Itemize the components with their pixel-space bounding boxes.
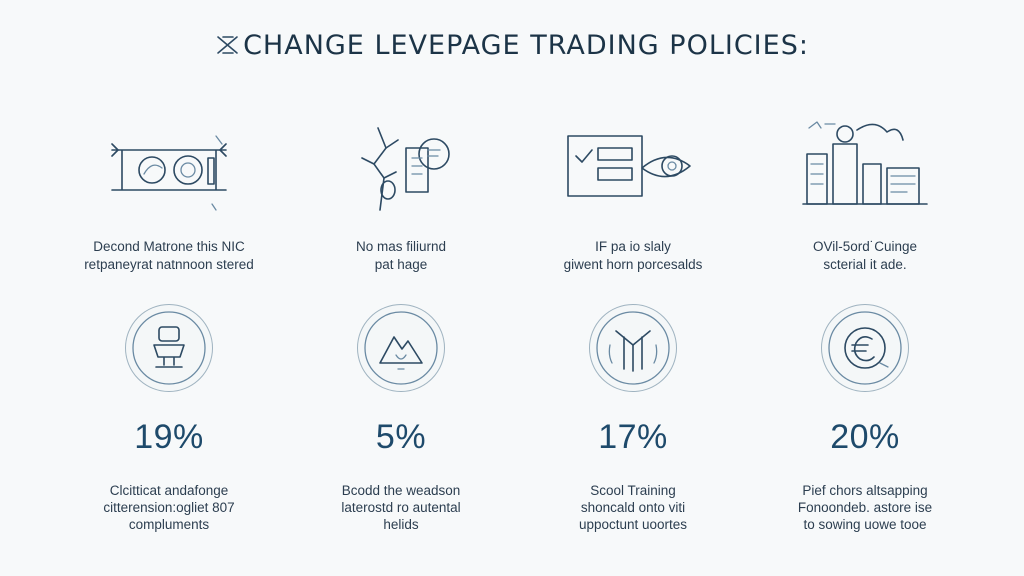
monogram-icon <box>596 311 670 385</box>
note-line: Pief chors altsapping <box>802 483 928 498</box>
policy-column-2: No mas filiurnd pat hage 5% Bcodd the we… <box>286 0 516 576</box>
note-line: Clcitticat andafonge <box>109 483 229 498</box>
cross-logo-icon <box>217 36 238 54</box>
policy-note: Bcodd the weadson laterostd ro autental … <box>286 482 516 533</box>
description-line: retpaneyrat natnnoon stered <box>84 257 254 272</box>
page-title-text: CHANGE LEVEPAGE TRADING POLICIES: <box>243 30 809 61</box>
percent-value: 5% <box>375 418 427 456</box>
policy-note: Scool Training shoncald onto viti uppoct… <box>518 482 748 533</box>
policy-description: OVil-5ord˙Cuinge scterial it ade. <box>750 238 980 274</box>
note-line: laterostd ro autental <box>341 500 461 515</box>
policy-note: Pief chors altsapping Fonoondeb. astore … <box>750 482 980 533</box>
note-line: Bcodd the weadson <box>341 483 461 498</box>
policy-description: IF pa io slaly giwent horn porcesalds <box>518 238 748 274</box>
percent-value: 19% <box>134 418 204 456</box>
description-line: scterial it ade. <box>823 257 907 272</box>
description-line: Decond Matrone this NIC <box>93 239 245 254</box>
note-line: to sowing uowe tooe <box>803 517 927 532</box>
note-line: helids <box>383 517 419 532</box>
mountain-icon <box>364 311 438 385</box>
balance-icon <box>111 135 227 211</box>
page-title: CHANGE LEVEPAGE TRADING POLICIES: <box>0 30 1024 61</box>
policy-description: No mas filiurnd pat hage <box>286 238 516 274</box>
percent-value: 20% <box>830 418 900 456</box>
policy-column-1: Decond Matrone this NIC retpaneyrat natn… <box>54 0 284 576</box>
monogram-badge <box>589 304 677 392</box>
city-scene-icon <box>802 121 928 205</box>
note-line: shoncald onto viti <box>580 500 686 515</box>
note-line: Fonoondeb. astore ise <box>797 500 933 515</box>
policy-description: Decond Matrone this NIC retpaneyrat natn… <box>54 238 284 274</box>
policy-column-3: IF pa io slaly giwent horn porcesalds 17… <box>518 0 748 576</box>
description-line: pat hage <box>374 257 428 272</box>
note-line: compluments <box>128 517 210 532</box>
description-line: giwent horn porcesalds <box>563 257 703 272</box>
checklist-eye-icon <box>567 135 691 197</box>
policy-column-4: OVil-5ord˙Cuinge scterial it ade. 20% Pi… <box>750 0 980 576</box>
description-line: OVil-5ord˙Cuinge <box>812 239 918 254</box>
description-line: IF pa io slaly <box>595 239 671 254</box>
stamp-badge <box>125 304 213 392</box>
note-line: uppoctunt uoortes <box>578 517 688 532</box>
policy-note: Clcitticat andafonge citterension:ogliet… <box>54 482 284 533</box>
percent-value: 17% <box>598 418 668 456</box>
stamp-icon <box>132 311 206 385</box>
description-line: No mas filiurnd <box>355 239 447 254</box>
euro-coin-badge <box>821 304 909 392</box>
note-line: Scool Training <box>590 483 676 498</box>
plant-document-icon <box>361 127 450 211</box>
mountain-badge <box>357 304 445 392</box>
euro-coin-icon <box>828 311 902 385</box>
note-line: citterension:ogliet 807 <box>103 500 235 515</box>
